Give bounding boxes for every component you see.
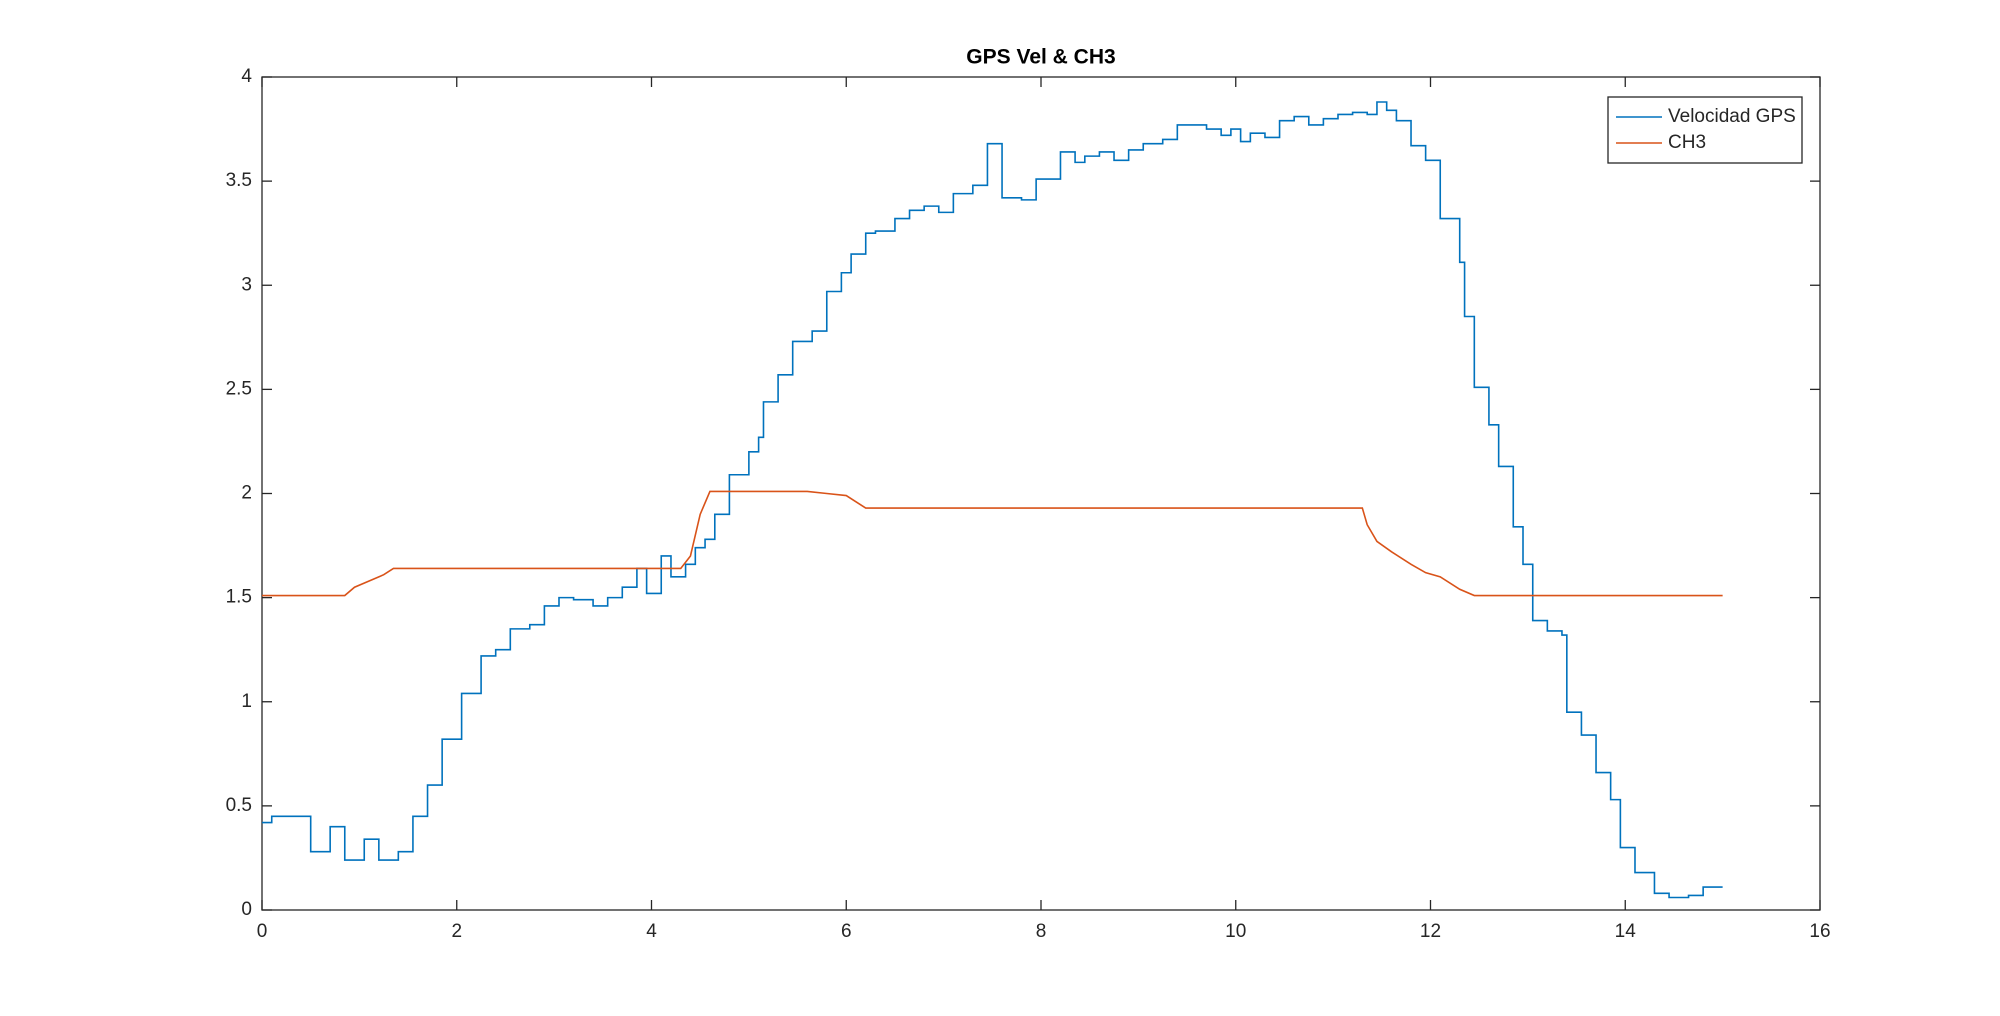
legend-label: CH3 — [1668, 132, 1706, 153]
y-tick-label: 1.5 — [226, 587, 252, 608]
y-tick-label: 4 — [241, 66, 252, 87]
chart-title: GPS Vel & CH3 — [966, 46, 1115, 69]
data-line — [262, 490, 1723, 597]
x-tick-label: 4 — [646, 921, 657, 942]
data-line — [262, 101, 1723, 899]
axes-box — [261, 76, 1821, 911]
x-tick-label: 16 — [1809, 921, 1830, 942]
y-tick-label: 0.5 — [226, 795, 252, 816]
y-tick-label: 1 — [241, 691, 252, 712]
x-tick-label: 12 — [1420, 921, 1441, 942]
y-tick-label: 0 — [241, 899, 252, 920]
x-tick-label: 6 — [841, 921, 852, 942]
y-tick-label: 3 — [241, 274, 252, 295]
legend-box — [1607, 96, 1803, 164]
x-tick-label: 0 — [257, 921, 268, 942]
y-tick-label: 3.5 — [226, 170, 252, 191]
x-tick-label: 8 — [1036, 921, 1047, 942]
x-tick-label: 10 — [1225, 921, 1246, 942]
legend-label: Velocidad GPS — [1668, 106, 1796, 127]
y-tick-label: 2 — [241, 483, 252, 504]
x-tick-label: 2 — [451, 921, 462, 942]
y-tick-label: 2.5 — [226, 378, 252, 399]
x-tick-label: 14 — [1615, 921, 1637, 942]
